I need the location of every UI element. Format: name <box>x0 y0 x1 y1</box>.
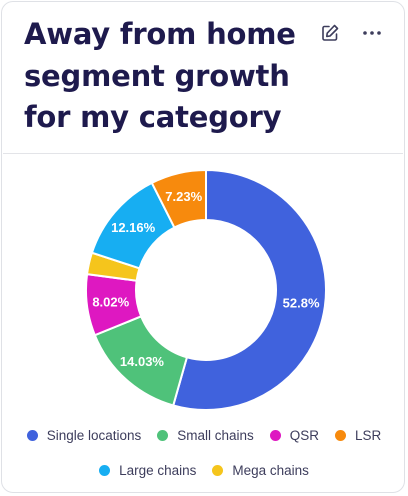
card-title-line: for my category <box>24 100 282 134</box>
legend-dot <box>157 430 169 441</box>
legend-label: LSR <box>355 428 382 443</box>
donut-slice-lsr[interactable] <box>150 168 207 229</box>
slice-label-qsr: 8.02% <box>92 295 129 310</box>
slice-label-large-chains: 12.16% <box>111 220 156 235</box>
card-title-line: Away from home <box>24 17 296 51</box>
more-horizontal-icon <box>363 31 381 35</box>
legend-item-small-chains[interactable]: Small chains <box>157 428 254 443</box>
legend-label: Large chains <box>119 463 197 478</box>
legend: Single locations Small chains QSR LSR <box>2 428 406 443</box>
legend-item-mega-chains[interactable]: Mega chains <box>212 463 309 478</box>
legend-dot <box>212 465 224 476</box>
legend-item-single-locations[interactable]: Single locations <box>26 428 142 443</box>
legend-dot <box>335 430 347 441</box>
legend-item-lsr[interactable]: LSR <box>335 428 381 443</box>
legend-label: QSR <box>289 428 320 443</box>
slice-label-single-locations: 52.8% <box>283 296 320 311</box>
slice-label-small-chains: 14.03% <box>120 354 165 369</box>
pencil-icon <box>322 24 339 41</box>
slice-label-lsr: 7.23% <box>165 189 202 204</box>
card-title: Away from home segment growth for my cat… <box>24 14 314 139</box>
legend-label: Single locations <box>46 428 142 443</box>
legend-item-large-chains[interactable]: Large chains <box>99 463 196 478</box>
donut-slice-single-locations[interactable] <box>172 168 327 411</box>
legend-item-qsr[interactable]: QSR <box>269 428 320 443</box>
legend-label: Small chains <box>177 428 254 443</box>
legend-dot <box>26 430 38 441</box>
more-options-button[interactable] <box>360 22 384 44</box>
legend-label: Mega chains <box>232 463 309 478</box>
legend: Large chains Mega chains <box>2 463 406 478</box>
header-divider <box>3 153 403 154</box>
edit-button[interactable] <box>319 22 341 44</box>
legend-dot <box>99 465 111 476</box>
legend-dot <box>269 430 281 441</box>
card-title-line: segment growth <box>24 58 290 93</box>
donut-chart: 52.8% 14.03% 8.02% 12.16% 7.23% <box>85 168 327 411</box>
